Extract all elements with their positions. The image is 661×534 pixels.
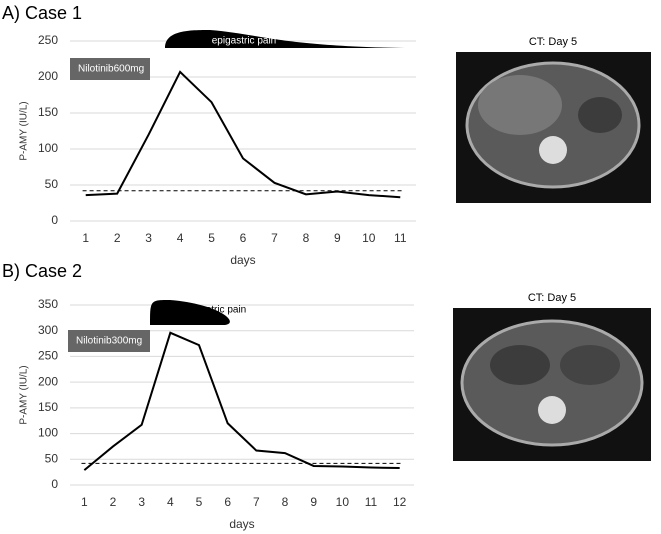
x-tick-label: 4 — [167, 495, 174, 509]
ct-image — [456, 52, 651, 203]
y-tick-label: 300 — [38, 323, 58, 337]
x-tick-label: 8 — [303, 231, 310, 245]
chart-title: A) Case 1 — [2, 3, 82, 23]
y-tick-label: 350 — [38, 297, 58, 311]
chart-title: B) Case 2 — [2, 261, 82, 281]
y-tick-label: 0 — [51, 213, 58, 227]
x-tick-label: 6 — [240, 231, 247, 245]
x-tick-label: 4 — [177, 231, 184, 245]
drug-box — [68, 330, 150, 352]
x-tick-label: 3 — [145, 231, 152, 245]
x-tick-label: 3 — [138, 495, 145, 509]
x-tick-label: 10 — [362, 231, 376, 245]
drug-label: Nilotinib600mg — [78, 64, 144, 75]
data-line — [83, 331, 400, 471]
x-tick-label: 5 — [196, 495, 203, 509]
symptom-shape — [150, 300, 230, 325]
y-tick-label: 200 — [38, 374, 58, 388]
x-tick-label: 2 — [110, 495, 117, 509]
x-tick-label: 12 — [393, 495, 407, 509]
y-axis-label: P-AMY (IU/L) — [19, 365, 30, 424]
x-axis-label: days — [229, 517, 254, 531]
x-tick-label: 5 — [208, 231, 215, 245]
y-tick-label: 150 — [38, 400, 58, 414]
x-tick-label: 9 — [310, 495, 317, 509]
x-tick-label: 8 — [282, 495, 289, 509]
x-tick-label: 7 — [271, 231, 278, 245]
symptom-label: epigastric pain — [182, 305, 246, 316]
x-tick-label: 10 — [336, 495, 350, 509]
drug-box — [70, 58, 150, 80]
y-tick-label: 50 — [45, 177, 59, 191]
y-tick-label: 200 — [38, 69, 58, 83]
y-tick-label: 50 — [45, 451, 59, 465]
x-tick-label: 1 — [82, 231, 89, 245]
symptom-label: epigastric pain — [212, 36, 276, 47]
x-tick-label: 11 — [394, 231, 407, 245]
x-tick-label: 6 — [224, 495, 231, 509]
x-axis-label: days — [230, 253, 255, 267]
x-tick-label: 7 — [253, 495, 260, 509]
y-tick-label: 250 — [38, 349, 58, 363]
x-tick-label: 9 — [334, 231, 341, 245]
y-tick-label: 250 — [38, 33, 58, 47]
drug-label: Nilotinib300mg — [76, 336, 142, 347]
y-tick-label: 150 — [38, 105, 58, 119]
y-tick-label: 0 — [51, 477, 58, 491]
symptom-shape — [165, 30, 405, 48]
image-caption: CT: Day 5 — [528, 292, 576, 304]
x-tick-label: 11 — [365, 495, 378, 509]
ct-image — [453, 308, 651, 461]
data-line — [85, 70, 401, 199]
y-axis-label: P-AMY (IU/L) — [19, 101, 30, 160]
x-tick-label: 2 — [114, 231, 121, 245]
image-caption: CT: Day 5 — [529, 36, 577, 48]
y-tick-label: 100 — [38, 426, 58, 440]
y-tick-label: 100 — [38, 141, 58, 155]
x-tick-label: 1 — [81, 495, 88, 509]
